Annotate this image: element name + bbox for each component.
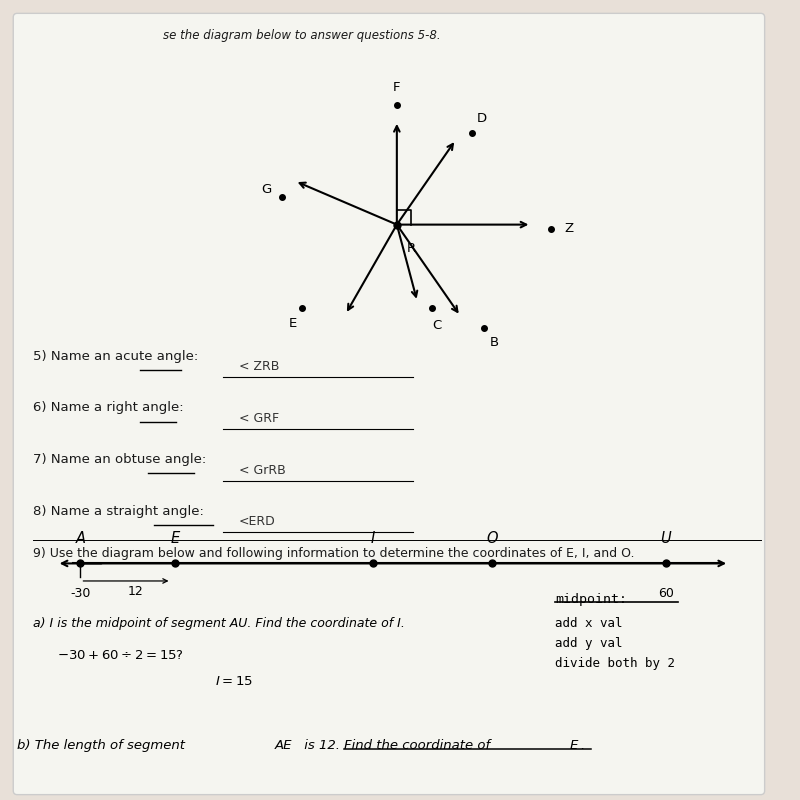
- Text: $-30+60\div2=15?$: $-30+60\div2=15?$: [57, 649, 184, 662]
- Text: B: B: [490, 336, 498, 349]
- Text: F: F: [393, 81, 401, 94]
- Text: b) The length of segment: b) The length of segment: [18, 739, 190, 752]
- Text: a) I is the midpoint of segment AU. Find the coordinate of I.: a) I is the midpoint of segment AU. Find…: [33, 617, 405, 630]
- Text: 9) Use the diagram below and following information to determine the coordinates : 9) Use the diagram below and following i…: [33, 547, 634, 561]
- Text: add y val: add y val: [555, 637, 622, 650]
- Text: C: C: [432, 318, 442, 332]
- Text: < ZRB: < ZRB: [238, 360, 279, 373]
- Text: E: E: [289, 317, 298, 330]
- Text: add x val: add x val: [555, 617, 622, 630]
- Text: Find the coordinate of: Find the coordinate of: [344, 739, 494, 752]
- Text: AE: AE: [274, 739, 292, 752]
- Text: O: O: [486, 531, 498, 546]
- Text: < GRF: < GRF: [238, 412, 278, 425]
- Text: < GrRB: < GrRB: [238, 464, 286, 477]
- Text: 6) Name a right angle:: 6) Name a right angle:: [33, 402, 184, 414]
- Text: is 12.: is 12.: [300, 739, 345, 752]
- Text: U: U: [660, 531, 671, 546]
- Text: R: R: [406, 242, 416, 255]
- Text: E: E: [570, 739, 578, 752]
- Text: 7) Name an obtuse angle:: 7) Name an obtuse angle:: [33, 454, 206, 466]
- Text: .: .: [580, 739, 585, 752]
- Text: 60: 60: [658, 587, 674, 600]
- Text: 8) Name a straight angle:: 8) Name a straight angle:: [33, 505, 204, 518]
- Text: divide both by 2: divide both by 2: [555, 657, 675, 670]
- Text: E: E: [170, 531, 180, 546]
- Text: G: G: [261, 183, 271, 196]
- Text: I: I: [371, 531, 375, 546]
- Text: -30: -30: [70, 587, 90, 600]
- Text: $I=15$: $I=15$: [215, 675, 253, 688]
- Text: <ERD: <ERD: [238, 515, 275, 529]
- Text: se the diagram below to answer questions 5-8.: se the diagram below to answer questions…: [163, 30, 441, 42]
- Text: midpoint:: midpoint:: [555, 593, 627, 606]
- Text: 12: 12: [128, 585, 144, 598]
- Text: A: A: [75, 531, 86, 546]
- Text: D: D: [477, 112, 487, 125]
- Text: 5) Name an acute angle:: 5) Name an acute angle:: [33, 350, 198, 362]
- FancyBboxPatch shape: [14, 14, 765, 794]
- Text: Z: Z: [564, 222, 573, 235]
